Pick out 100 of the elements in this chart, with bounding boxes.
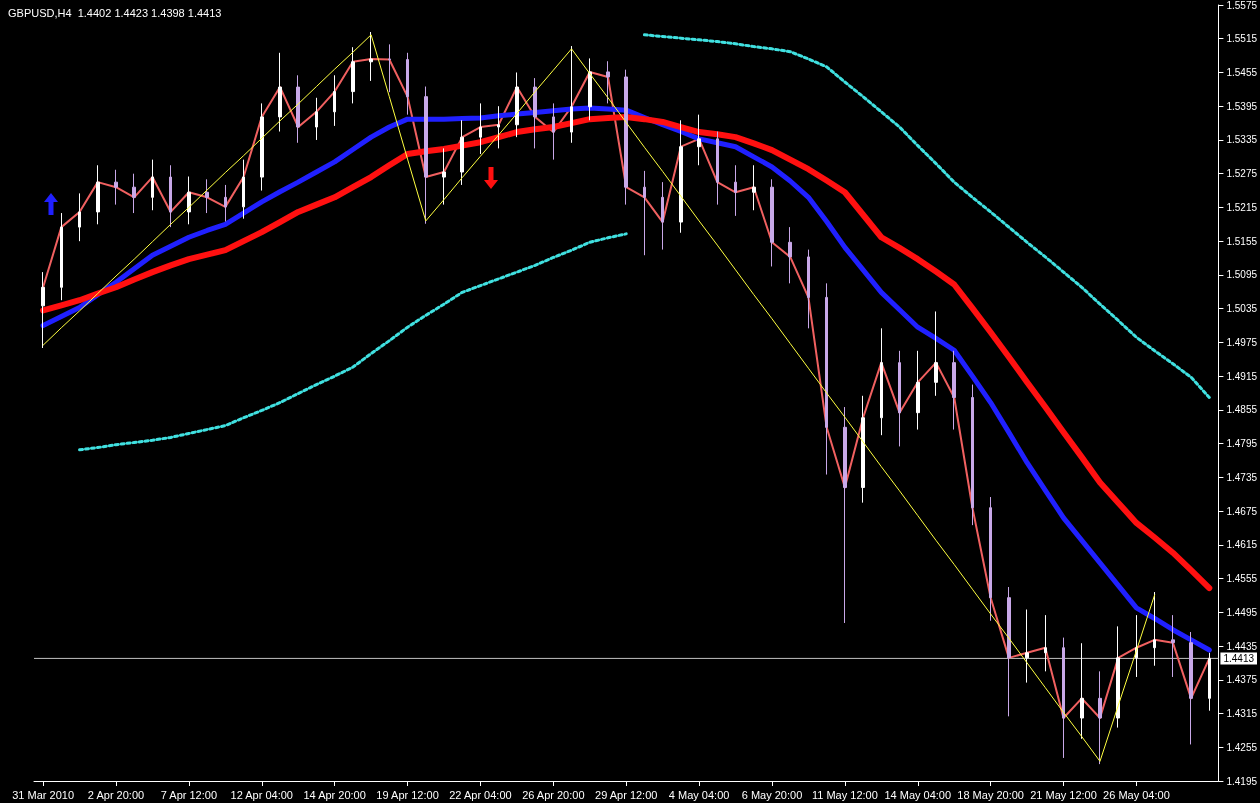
x-tick-label: 19 Apr 12:00: [376, 788, 439, 801]
candlestick: [1208, 652, 1211, 712]
candlestick: [151, 159, 154, 211]
candlestick: [734, 164, 737, 217]
candlestick: [880, 327, 883, 436]
candlestick: [843, 406, 847, 624]
candlestick: [661, 181, 664, 251]
candlestick: [315, 97, 318, 141]
ref-line-label: 1.4413: [1223, 652, 1255, 664]
line-series: [78, 232, 628, 452]
candlestick: [169, 164, 172, 228]
candlestick: [898, 350, 901, 447]
candlestick: [460, 119, 464, 186]
x-tick-label: 4 May 04:00: [668, 788, 730, 801]
candlestick: [1116, 625, 1120, 729]
candlestick: [479, 102, 482, 155]
candlestick: [205, 178, 209, 214]
candlestick: [41, 271, 45, 349]
y-tick-label: 1.4615: [1226, 539, 1258, 551]
candlestick: [1153, 591, 1156, 667]
x-tick-label: 22 Apr 04:00: [449, 788, 512, 801]
candlestick: [825, 282, 828, 476]
x-tick-label: 7 Apr 12:00: [160, 788, 218, 801]
candlestick: [369, 31, 373, 82]
x-tick-label: 31 Mar 2010: [12, 788, 74, 801]
candlestick: [515, 71, 519, 138]
candlestick: [916, 350, 920, 431]
candlestick: [533, 77, 537, 149]
y-tick-label: 1.4315: [1226, 708, 1258, 720]
candlestick: [679, 119, 683, 234]
candlestick: [333, 74, 336, 127]
y-tick-label: 1.4855: [1226, 404, 1258, 416]
y-tick-label: 1.5575: [1226, 0, 1258, 11]
candlestick: [1171, 614, 1175, 678]
candlestick: [96, 164, 100, 225]
y-tick-label: 1.4195: [1226, 775, 1258, 787]
candlestick: [1044, 614, 1047, 672]
y-tick-label: 1.5095: [1226, 269, 1258, 281]
candlestick: [624, 69, 628, 206]
candlestick: [1189, 631, 1193, 745]
candlestick: [296, 74, 300, 144]
y-tick-label: 1.4375: [1226, 674, 1258, 686]
candlestick: [187, 176, 191, 225]
candlestick: [114, 169, 118, 206]
candlestick: [807, 249, 810, 329]
x-tick-label: 14 May 04:00: [884, 788, 952, 801]
y-tick-label: 1.4675: [1226, 505, 1258, 517]
candlestick: [752, 164, 756, 211]
x-tick-label: 29 Apr 12:00: [595, 788, 658, 801]
candlestick: [1007, 586, 1011, 717]
x-tick-label: 11 May 12:00: [811, 788, 878, 801]
candlestick: [570, 45, 573, 144]
candlestick: [78, 192, 81, 242]
y-tick-label: 1.5215: [1226, 201, 1258, 213]
candlestick: [861, 395, 865, 504]
y-tick-label: 1.4435: [1226, 640, 1258, 652]
candlestick: [224, 184, 227, 222]
y-tick-label: 1.4795: [1226, 438, 1258, 450]
candlestick: [242, 159, 245, 220]
candlestick: [1025, 608, 1029, 684]
candlestick: [552, 102, 555, 161]
candlestick: [716, 131, 719, 206]
candlestick: [788, 226, 792, 284]
y-tick-label: 1.4735: [1226, 471, 1258, 483]
y-tick-label: 1.4495: [1226, 606, 1258, 618]
candlestick: [406, 52, 409, 116]
candlestick: [1080, 642, 1084, 740]
x-tick-label: 2 Apr 20:00: [87, 788, 145, 801]
candlestick: [1098, 670, 1102, 765]
x-tick-label: 18 May 20:00: [957, 788, 1024, 801]
candlestick: [952, 350, 956, 431]
candlestick: [770, 178, 774, 267]
candlestick: [588, 57, 592, 121]
candlestick: [934, 310, 938, 397]
y-tick-label: 1.5335: [1226, 134, 1258, 146]
x-tick-label: 6 May 20:00: [741, 788, 803, 801]
y-tick-label: 1.5155: [1226, 235, 1258, 247]
candlestick: [351, 46, 355, 104]
y-tick-label: 1.4555: [1226, 573, 1258, 585]
candlestick: [1062, 637, 1065, 759]
y-tick-label: 1.4975: [1226, 336, 1258, 348]
candlestick: [260, 102, 264, 192]
candlestick: [497, 105, 500, 149]
x-tick-label: 26 May 04:00: [1103, 788, 1170, 801]
candlestick: [442, 147, 446, 206]
y-tick-label: 1.4255: [1226, 741, 1258, 753]
x-tick-label: 26 Apr 20:00: [522, 788, 585, 801]
candlestick: [697, 114, 701, 166]
candlestick: [606, 60, 610, 104]
y-tick-label: 1.5035: [1226, 303, 1258, 315]
candlestick: [60, 212, 63, 301]
candlestick: [971, 384, 974, 526]
x-tick-label: 12 Apr 04:00: [230, 788, 293, 801]
candlestick: [278, 52, 282, 133]
candlestick: [643, 170, 646, 256]
x-tick-label: 14 Apr 20:00: [303, 788, 366, 801]
chart-title: GBPUSD,H4 1.4402 1.4423 1.4398 1.4413: [8, 6, 222, 19]
y-tick-label: 1.5275: [1226, 168, 1258, 180]
candlestick: [388, 43, 391, 93]
y-tick-label: 1.5515: [1226, 33, 1258, 45]
